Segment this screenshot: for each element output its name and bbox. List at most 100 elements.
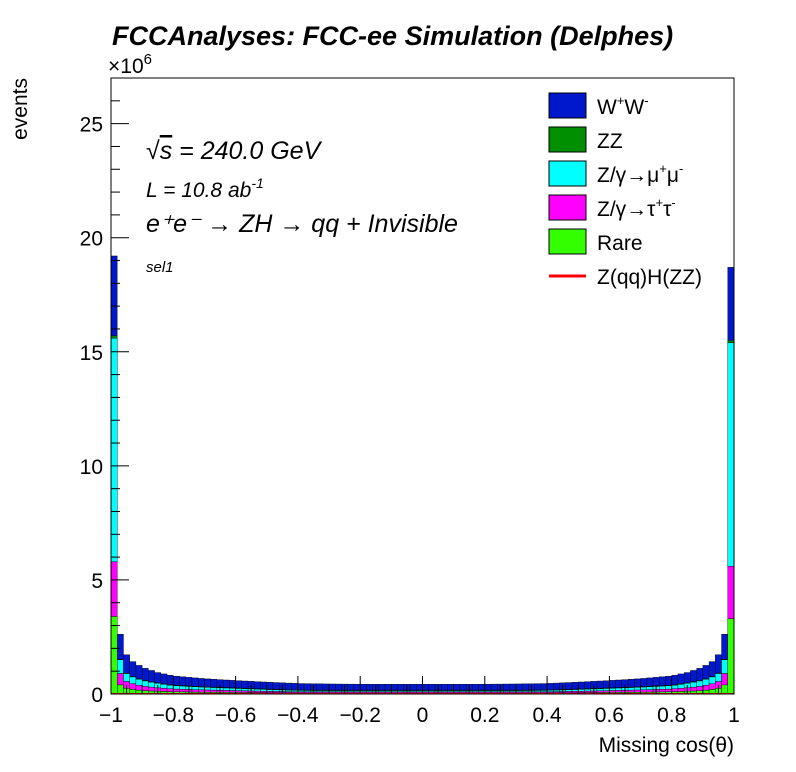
bar-ww-86 [646, 677, 654, 687]
bar-ww-9 [166, 675, 174, 685]
bar-ww-39 [353, 683, 361, 691]
bar-mumu-9 [166, 684, 174, 689]
bar-ww-12 [185, 677, 193, 687]
bar-mumu-26 [272, 689, 280, 692]
legend-label-rare: Rare [597, 232, 643, 255]
x-tick-label: 0 [417, 704, 429, 727]
bar-ww-99 [727, 267, 735, 341]
bar-ww-1 [117, 634, 124, 660]
bar-ww-54 [447, 683, 454, 691]
y-tick-label: 25 [80, 114, 103, 137]
bar-tautau-14 [198, 689, 205, 693]
bar-mumu-23 [254, 688, 261, 692]
bar-tautau-8 [160, 688, 168, 692]
y-tick-label: 5 [91, 570, 103, 593]
bar-ww-44 [384, 683, 392, 691]
annotation-selection: sel1 [146, 259, 174, 276]
stacked-bars [110, 255, 735, 695]
bar-ww-76 [584, 681, 591, 689]
bar-ww-35 [328, 683, 336, 691]
legend: W+W- ZZ Z/γ→μ+μ- Z/γ→τ+τ- Rare Z(qq)H(ZZ) [548, 92, 702, 289]
bar-mumu-89 [665, 685, 672, 690]
bar-tautau-80 [609, 690, 616, 693]
bar-ww-40 [360, 683, 367, 691]
bar-mumu-16 [210, 687, 218, 691]
svg-text:√s = 240.0 GeV: √s = 240.0 GeV [146, 137, 323, 165]
bar-ww-94 [696, 668, 704, 681]
bar-mumu-94 [696, 680, 704, 687]
bar-mumu-21 [241, 688, 249, 691]
bar-mumu-73 [565, 689, 573, 692]
bar-ww-60 [484, 683, 492, 691]
legend-label-ww: W+W- [597, 93, 649, 119]
bar-ww-88 [659, 676, 666, 686]
bar-mumu-83 [627, 687, 635, 691]
x-tick-label: −1 [99, 704, 123, 727]
bar-tautau-11 [179, 689, 186, 693]
bar-tautau-78 [596, 690, 604, 693]
bar-ww-36 [335, 683, 342, 691]
bar-tautau-95 [702, 685, 710, 691]
bar-ww-48 [409, 683, 417, 691]
bar-tautau-88 [659, 689, 666, 693]
bar-mumu-14 [198, 686, 205, 691]
bar-mumu-71 [553, 689, 560, 692]
y-tick-label: 0 [91, 684, 103, 707]
bar-ww-33 [316, 683, 324, 691]
bar-tautau-23 [254, 690, 261, 693]
bar-ww-53 [440, 683, 448, 691]
bar-ww-43 [378, 683, 386, 691]
bar-mumu-11 [179, 685, 186, 690]
x-tick-label: 1 [728, 704, 740, 727]
bar-ww-31 [303, 683, 311, 691]
bar-rare-0 [110, 616, 118, 695]
bar-tautau-6 [148, 686, 155, 692]
bar-tautau-81 [615, 690, 623, 693]
bar-ww-96 [708, 661, 716, 677]
bar-mumu-10 [173, 685, 180, 690]
bar-tautau-75 [578, 690, 585, 693]
bar-ww-87 [652, 677, 660, 687]
chart-title: FCCAnalyses: FCC-ee Simulation (Delphes) [112, 21, 673, 51]
bar-ww-69 [540, 683, 548, 691]
bar-mumu-6 [148, 681, 155, 688]
legend-label-mumu: Z/γ→μ+μ- [597, 161, 683, 187]
bar-ww-41 [366, 683, 373, 691]
bar-tautau-83 [627, 689, 635, 693]
bar-ww-10 [173, 676, 180, 686]
legend-swatch-zz [548, 126, 587, 153]
bar-tautau-25 [266, 691, 274, 693]
bar-ww-11 [179, 676, 186, 686]
bar-ww-68 [534, 683, 542, 691]
bar-ww-7 [154, 672, 162, 684]
bar-mumu-13 [191, 686, 199, 690]
bar-ww-29 [291, 683, 299, 690]
bar-ww-3 [129, 661, 137, 677]
bar-tautau-85 [640, 689, 647, 693]
bar-mumu-75 [578, 689, 585, 692]
bar-tautau-20 [235, 690, 243, 693]
bar-mumu-0 [110, 337, 118, 562]
bar-mumu-15 [204, 687, 211, 691]
bar-tautau-98 [721, 673, 728, 686]
bar-tautau-84 [634, 689, 641, 693]
bar-ww-98 [721, 634, 728, 660]
bar-ww-26 [272, 682, 280, 690]
bar-tautau-74 [571, 691, 579, 693]
bar-ww-74 [571, 682, 579, 690]
bar-ww-73 [565, 682, 573, 690]
x-tick-label: −0.6 [215, 704, 256, 727]
bar-ww-92 [683, 672, 691, 684]
bar-zz-0 [110, 335, 118, 339]
bar-ww-18 [222, 679, 230, 688]
bar-ww-46 [397, 683, 405, 691]
bar-zz-99 [727, 340, 735, 343]
bar-mumu-3 [129, 676, 137, 684]
bar-mumu-85 [640, 686, 647, 691]
bar-ww-20 [235, 680, 243, 689]
bar-ww-50 [422, 683, 429, 691]
bar-tautau-16 [210, 689, 218, 693]
bar-rare-1 [117, 684, 124, 695]
bar-ww-21 [241, 680, 249, 689]
bar-tautau-1 [117, 673, 124, 686]
